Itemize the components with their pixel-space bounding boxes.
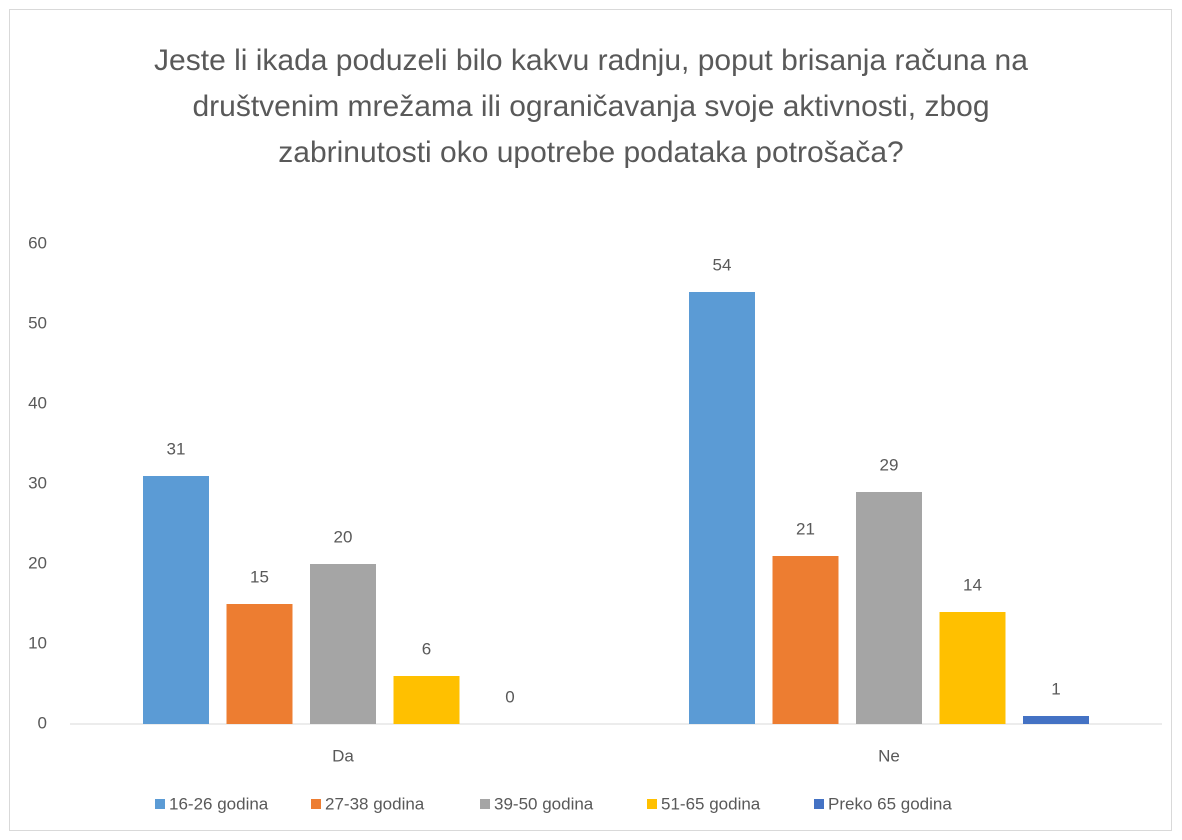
bar (393, 676, 460, 724)
data-label: 31 (167, 439, 186, 458)
y-tick-label: 40 (28, 393, 47, 412)
legend-swatch (814, 799, 824, 809)
bar (226, 604, 293, 724)
bar (772, 556, 839, 724)
x-tick-label: Da (332, 746, 354, 765)
y-tick-label: 10 (28, 633, 47, 652)
bar (1023, 716, 1089, 724)
data-label: 54 (713, 255, 732, 274)
bar (939, 612, 1006, 724)
legend-label: Preko 65 godina (828, 794, 952, 813)
y-tick-label: 30 (28, 473, 47, 492)
y-tick-label: 50 (28, 313, 47, 332)
legend-swatch (480, 799, 490, 809)
y-tick-label: 60 (28, 233, 47, 252)
bar (310, 564, 376, 724)
data-label: 15 (250, 567, 269, 586)
data-label: 14 (963, 575, 982, 594)
data-label: 21 (796, 519, 815, 538)
x-tick-label: Ne (878, 746, 900, 765)
data-label: 0 (505, 687, 514, 706)
bar (856, 492, 922, 724)
data-label: 1 (1051, 679, 1060, 698)
bar (689, 292, 755, 724)
legend-label: 51-65 godina (661, 794, 761, 813)
legend-swatch (311, 799, 321, 809)
data-label: 20 (334, 527, 353, 546)
legend-swatch (647, 799, 657, 809)
legend-label: 39-50 godina (494, 794, 594, 813)
bar (143, 476, 209, 724)
legend-label: 16-26 godina (169, 794, 269, 813)
data-label: 6 (422, 639, 431, 658)
legend-label: 27-38 godina (325, 794, 425, 813)
y-tick-label: 20 (28, 553, 47, 572)
legend-swatch (155, 799, 165, 809)
y-tick-label: 0 (38, 713, 47, 732)
chart-title: Jeste li ikada poduzeli bilo kakvu radnj… (154, 44, 1028, 169)
data-label: 29 (880, 455, 899, 474)
